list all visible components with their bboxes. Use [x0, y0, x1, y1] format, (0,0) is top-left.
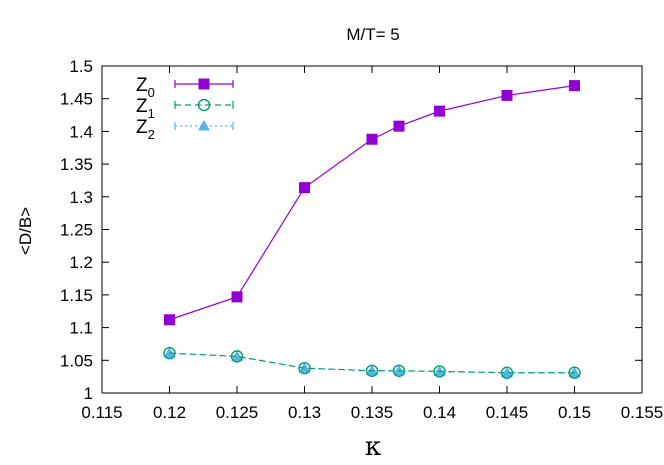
series-z1-point: [433, 365, 446, 378]
plot-frame: [101, 65, 643, 394]
x-tick-label: 0.12: [153, 403, 186, 422]
legend-subscript: 1: [148, 106, 155, 121]
series-z2-point: [433, 365, 446, 376]
series-z0-point: [434, 105, 445, 117]
legend-subscript: 0: [148, 85, 155, 100]
x-tick-label: 0.155: [621, 403, 664, 422]
series-z0-point: [393, 120, 405, 132]
y-tick-label: 1.05: [60, 351, 93, 370]
series-z0-line: [169, 85, 575, 321]
chart-title: M/T= 5: [346, 25, 399, 44]
y-tick-label: 1.1: [69, 319, 93, 338]
y-axis-label: <D/B>: [16, 207, 35, 255]
series-z1-point: [568, 366, 581, 379]
series-z2-point: [366, 364, 378, 376]
x-tick-label: 0.115: [81, 403, 122, 422]
y-tick-label: 1.15: [60, 286, 93, 305]
legend-subscript: 2: [148, 127, 155, 142]
legend-entry-z0: Z0: [136, 75, 234, 100]
series-z0-point: [164, 314, 175, 326]
y-tick-label: 1.4: [69, 122, 93, 141]
x-tick-label: 0.13: [288, 403, 321, 422]
series-z1-point: [392, 364, 406, 377]
series-z2-point: [298, 362, 311, 373]
series-z1-point: [500, 366, 514, 379]
y-tick-label: 1.45: [60, 90, 93, 109]
series-z2-point: [231, 350, 243, 361]
series-z1-point: [298, 361, 311, 375]
series-z2-point: [568, 366, 581, 378]
legend-marker: [198, 120, 210, 131]
series-z0: [164, 80, 580, 326]
series-z1: [163, 346, 581, 379]
series-z1-point: [230, 350, 244, 363]
series-z0-point: [501, 89, 513, 101]
y-tick-label: 1.5: [69, 57, 93, 76]
x-tick-label: 0.125: [216, 403, 259, 422]
series-layer: [163, 80, 581, 379]
series-z0-point: [231, 291, 243, 303]
series-z0-point: [299, 182, 310, 194]
x-axis-label: κ: [365, 432, 381, 462]
series-z2-point: [163, 347, 176, 358]
x-tick-label: 0.14: [423, 403, 456, 422]
axis-ticks: 0.115 0.12 0.125 0.13 0.135 0.14 0.145 0.15 0.15…: [60, 57, 663, 422]
series-z0-point: [569, 80, 580, 92]
y-tick-label: 1.35: [60, 155, 93, 174]
x-tick-label: 0.15: [558, 403, 591, 422]
x-tick-label: 0.135: [351, 403, 394, 422]
y-tick-label: 1: [84, 384, 93, 403]
y-tick-label: 1.2: [69, 253, 93, 272]
series-z2-point: [501, 366, 513, 378]
legend-marker: [198, 78, 210, 90]
series-z1-point: [163, 346, 176, 360]
series-z0-point: [366, 133, 378, 145]
series-z2-point: [393, 364, 405, 376]
series-z2: [163, 347, 581, 378]
y-tick-label: 1.3: [69, 188, 93, 207]
x-tick-label: 0.145: [486, 403, 529, 422]
legend-marker: [197, 98, 211, 112]
y-tick-label: 1.25: [60, 221, 93, 240]
series-z1-point: [365, 364, 379, 377]
